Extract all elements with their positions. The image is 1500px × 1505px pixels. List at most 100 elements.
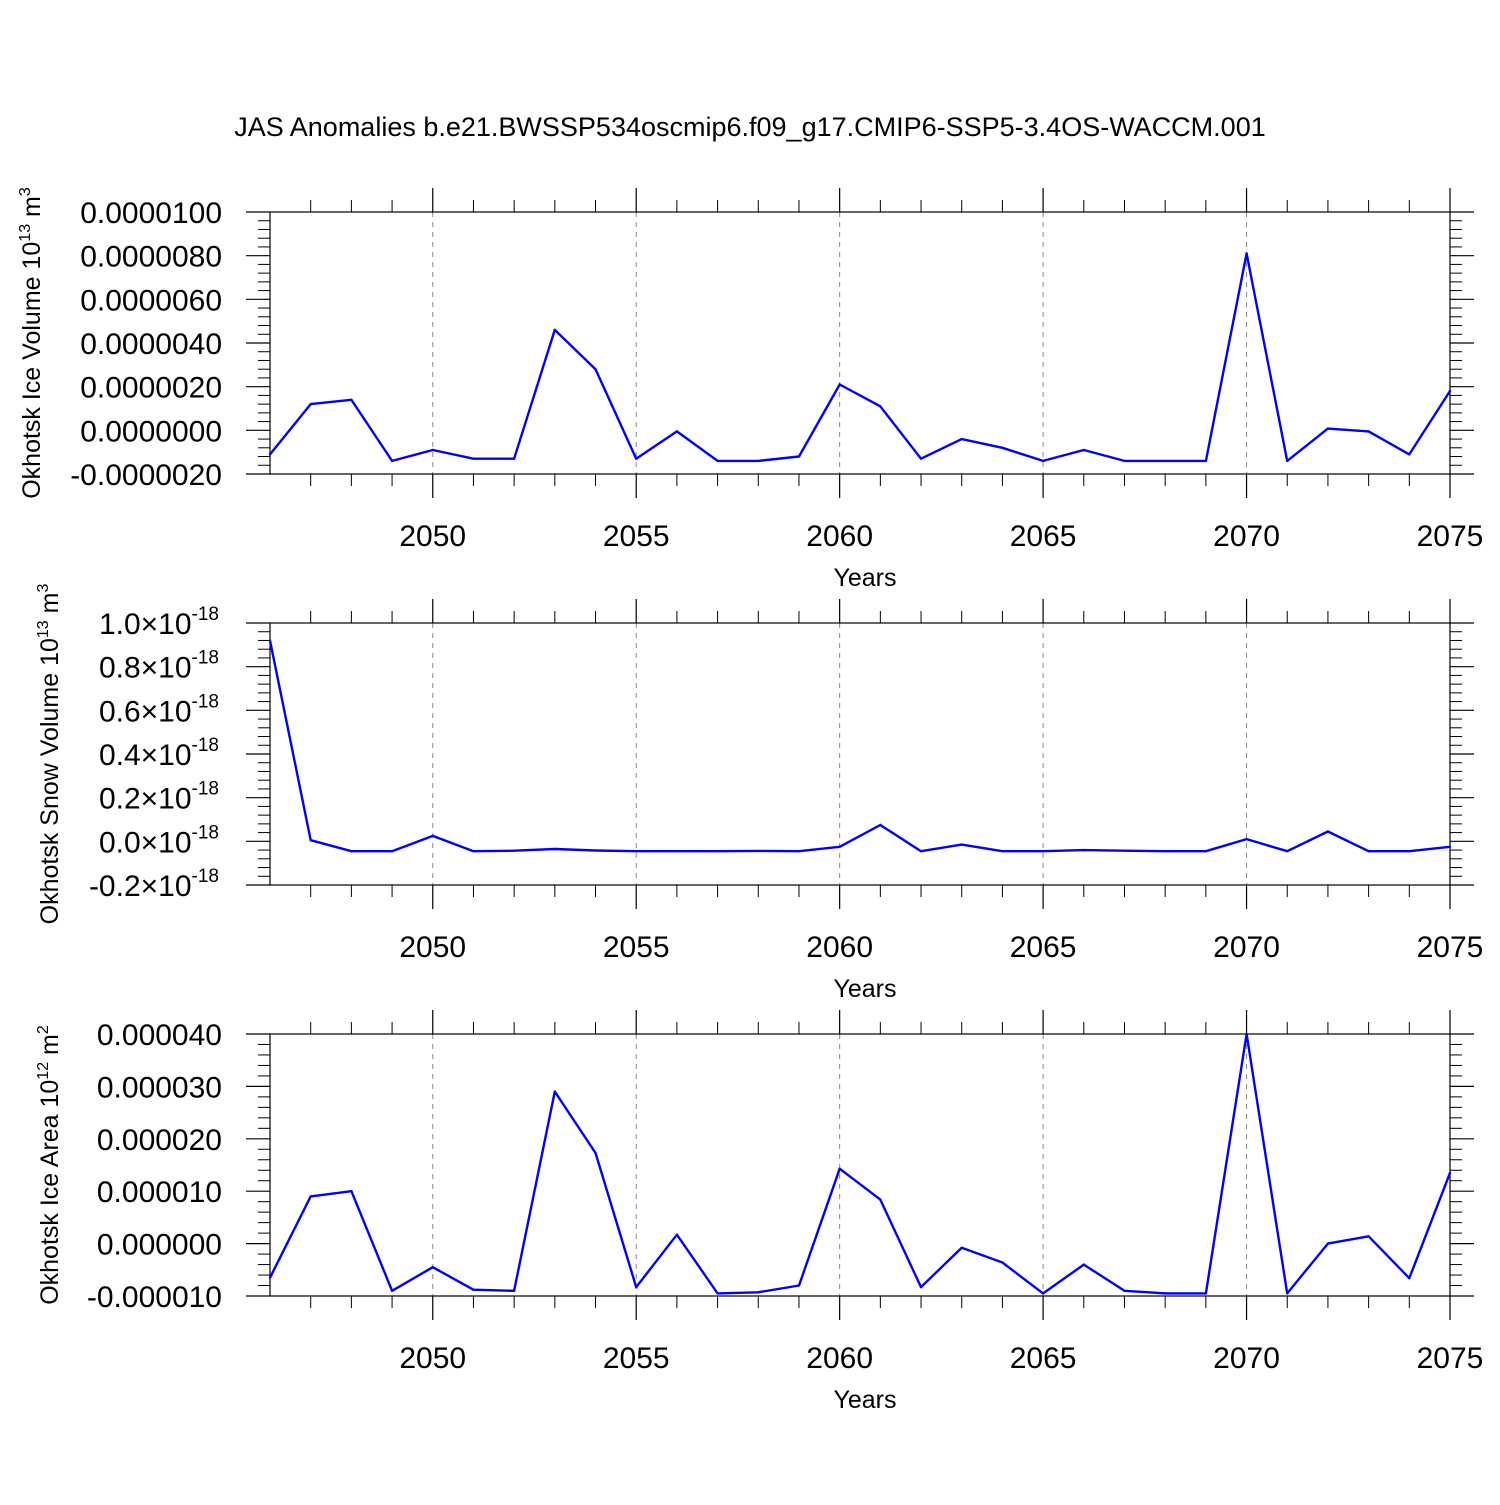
x-tick-label: 2055 xyxy=(603,1342,670,1375)
data-point xyxy=(553,328,557,332)
data-point xyxy=(1163,1292,1167,1295)
data-point xyxy=(431,1265,434,1269)
data-point xyxy=(1367,1235,1370,1238)
data-point xyxy=(1082,1263,1085,1266)
y-tick-label: -0.2×10-18 xyxy=(89,866,219,903)
x-tick-label: 2070 xyxy=(1213,520,1280,553)
x-tick-label: 2060 xyxy=(806,931,873,964)
plot-frame xyxy=(269,1033,1451,1297)
data-point xyxy=(1408,1276,1411,1280)
data-point xyxy=(960,843,963,846)
data-point xyxy=(594,1151,597,1155)
y-tick-label: 0.6×10-18 xyxy=(99,691,219,728)
data-point xyxy=(960,1246,963,1249)
y-tick-label: 0.000020 xyxy=(97,1124,222,1157)
x-tick-label: 2060 xyxy=(806,1342,873,1375)
data-line xyxy=(268,1032,1452,1295)
data-point xyxy=(1408,849,1411,853)
x-axis-label: Years xyxy=(833,975,896,1003)
data-point xyxy=(512,457,516,460)
data-point xyxy=(635,457,638,460)
data-point xyxy=(1204,459,1208,463)
data-point xyxy=(1041,1292,1045,1295)
y-tick-label: -0.000010 xyxy=(87,1281,222,1314)
y-tick-label: 0.000030 xyxy=(97,1071,222,1104)
data-point xyxy=(431,448,434,452)
y-tick-label: 1.0×10-18 xyxy=(99,604,219,641)
x-tick-label: 2065 xyxy=(1010,1342,1077,1375)
data-point xyxy=(879,405,882,408)
y-tick-label: 0.0000060 xyxy=(80,284,222,317)
data-point xyxy=(1001,1261,1004,1264)
data-point xyxy=(919,849,923,853)
data-point xyxy=(431,834,434,838)
data-point xyxy=(1001,446,1004,449)
y-axis-label: Okhotsk Ice Area 1012 m2 xyxy=(35,1025,64,1305)
data-point xyxy=(594,849,597,852)
data-point xyxy=(1204,1292,1208,1295)
y-tick-label: 0.0000100 xyxy=(80,197,222,230)
x-tick-label: 2070 xyxy=(1213,931,1280,964)
panel-3: 2050 2055 2060 2065 2070 2075 Years -0.000010 0.… xyxy=(35,1010,1483,1414)
data-point xyxy=(1367,849,1370,853)
data-point xyxy=(1163,459,1167,463)
x-tick-label: 2055 xyxy=(603,520,670,553)
y-tick-label: 0.0000040 xyxy=(80,328,222,361)
data-point xyxy=(1041,849,1045,853)
data-point xyxy=(838,383,841,386)
data-point xyxy=(797,455,801,458)
y-tick-label: 0.4×10-18 xyxy=(99,735,219,772)
data-point xyxy=(797,849,801,853)
data-point xyxy=(1163,849,1167,853)
data-point xyxy=(960,437,963,441)
data-point xyxy=(757,459,760,463)
data-point xyxy=(1245,1032,1248,1036)
y-tick-label: 0.0000020 xyxy=(80,372,222,405)
data-point xyxy=(716,459,719,463)
data-point xyxy=(919,1285,923,1289)
data-point xyxy=(1448,845,1452,848)
data-point xyxy=(1408,453,1411,456)
chart-title: JAS Anomalies b.e21.BWSSP534oscmip6.f09_… xyxy=(234,112,1266,142)
x-tick-label: 2055 xyxy=(603,931,670,964)
data-point xyxy=(635,1285,638,1289)
data-point xyxy=(1286,1292,1289,1295)
data-point xyxy=(268,639,272,642)
data-point xyxy=(1041,459,1045,463)
y-tick-label: 0.2×10-18 xyxy=(99,779,219,816)
x-tick-label: 2065 xyxy=(1010,931,1077,964)
data-point xyxy=(309,1195,312,1198)
x-axis-label: Years xyxy=(833,1386,896,1414)
y-tick-label: 0.0×10-18 xyxy=(99,822,219,859)
data-point xyxy=(716,849,719,853)
data-point xyxy=(309,839,312,842)
data-point xyxy=(1367,430,1370,433)
plot-frame xyxy=(269,622,1451,886)
data-point xyxy=(472,1288,475,1291)
y-tick-label: -0.0000020 xyxy=(70,459,222,492)
data-point xyxy=(472,849,475,853)
data-point xyxy=(309,402,312,406)
data-point xyxy=(675,849,679,853)
data-point xyxy=(757,1291,760,1294)
y-tick-label: 0.8×10-18 xyxy=(99,648,219,685)
panel-2: 2050 2055 2060 2065 2070 2075 Years -0.2×10-18 0… xyxy=(35,584,1483,1003)
data-point xyxy=(797,1284,801,1287)
data-point xyxy=(594,368,597,371)
data-point xyxy=(757,849,760,853)
y-tick-label: 0.000010 xyxy=(97,1176,222,1209)
data-point xyxy=(1448,389,1452,393)
data-line xyxy=(268,640,1451,853)
y-tick-label: 0.000000 xyxy=(97,1229,222,1262)
data-point xyxy=(1326,830,1330,833)
x-tick-label: 2075 xyxy=(1417,931,1484,964)
data-point xyxy=(553,1090,557,1093)
y-axis-label: Okhotsk Snow Volume 1013 m3 xyxy=(35,584,64,925)
data-point xyxy=(512,849,516,852)
data-point xyxy=(1448,1171,1452,1175)
x-tick-label: 2070 xyxy=(1213,1342,1280,1375)
data-point xyxy=(919,457,923,460)
panel-1: 2050 2055 2060 2065 2070 2075 Years -0.0000020 0… xyxy=(17,187,1483,592)
x-tick-label: 2075 xyxy=(1417,1342,1484,1375)
